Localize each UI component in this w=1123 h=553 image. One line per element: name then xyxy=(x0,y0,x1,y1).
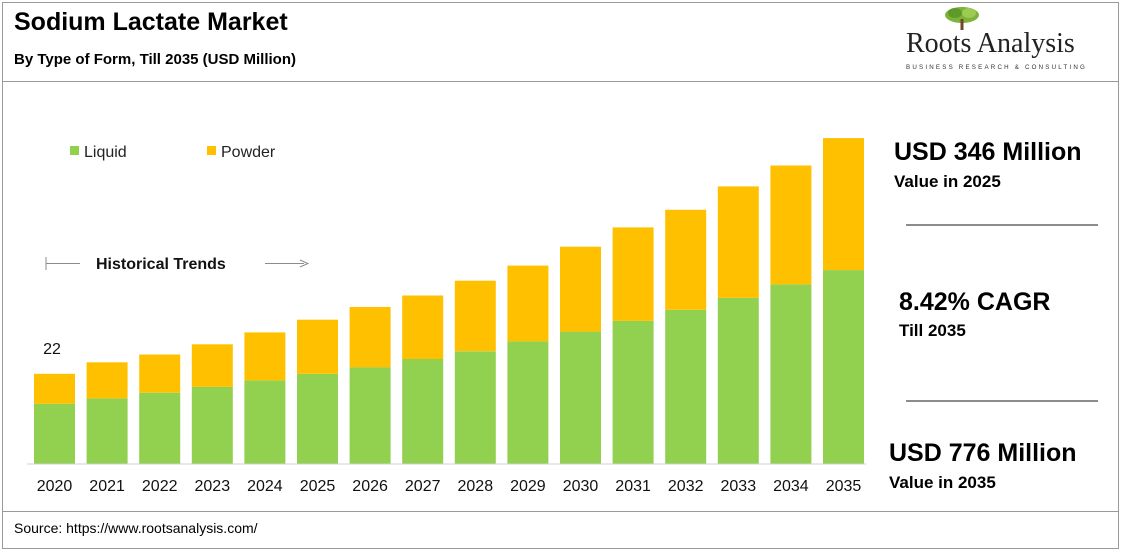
bar-powder-2027 xyxy=(402,295,444,359)
x-tick-2034: 2034 xyxy=(773,478,809,495)
bar-powder-2029 xyxy=(507,265,549,342)
x-tick-2029: 2029 xyxy=(510,478,546,495)
bar-liquid-2026 xyxy=(349,367,391,464)
bar-powder-2023 xyxy=(191,344,233,387)
bar-powder-2034 xyxy=(770,165,812,285)
bar-powder-2032 xyxy=(665,209,707,310)
bar-liquid-2030 xyxy=(560,331,601,464)
bar-liquid-2021 xyxy=(86,398,128,464)
bar-liquid-2032 xyxy=(665,309,707,464)
bar-powder-2021 xyxy=(86,362,128,399)
header-divider xyxy=(2,81,1119,82)
page-title: Sodium Lactate Market xyxy=(14,8,288,36)
legend: Liquid Powder xyxy=(70,144,276,161)
bar-powder-2022 xyxy=(139,354,181,393)
historical-trends-arrowhead xyxy=(299,259,310,268)
historical-trends-label: Historical Trends xyxy=(96,256,226,273)
x-tick-2035: 2035 xyxy=(826,478,862,495)
legend-swatch-liquid xyxy=(70,146,79,155)
bar-powder-2035 xyxy=(823,138,864,271)
bar-powder-2026 xyxy=(349,307,391,368)
bar-liquid-2023 xyxy=(191,386,233,464)
bar-liquid-2035 xyxy=(823,270,864,464)
legend-swatch-powder xyxy=(207,146,216,155)
bar-liquid-2029 xyxy=(507,341,549,464)
stat-divider-2 xyxy=(906,400,1098,402)
logo-name: Roots Analysis xyxy=(906,28,1075,59)
x-tick-2031: 2031 xyxy=(615,478,651,495)
bar-powder-2020 xyxy=(34,373,75,404)
stat-value-2035-label: Value in 2035 xyxy=(889,473,996,492)
stat-cagr-label: Till 2035 xyxy=(899,321,966,340)
bar-liquid-2025 xyxy=(297,373,338,464)
data-label-2020: 22 xyxy=(43,341,61,358)
bar-powder-2025 xyxy=(297,319,338,374)
stat-value-2025: USD 346 Million xyxy=(894,138,1082,166)
bar-liquid-2034 xyxy=(770,284,812,464)
source-note: Source: https://www.rootsanalysis.com/ xyxy=(14,520,258,536)
stat-value-2025-label: Value in 2025 xyxy=(894,172,1001,191)
x-tick-2027: 2027 xyxy=(405,478,441,495)
x-tick-2024: 2024 xyxy=(247,478,283,495)
x-tick-2030: 2030 xyxy=(563,478,599,495)
bar-powder-2030 xyxy=(560,246,601,332)
x-tick-2025: 2025 xyxy=(300,478,336,495)
roots-analysis-logo: Roots Analysis BUSINESS RESEARCH & CONSU… xyxy=(896,6,1110,74)
x-tick-2022: 2022 xyxy=(142,478,178,495)
stat-cagr: 8.42% CAGR xyxy=(899,288,1051,316)
bar-powder-2031 xyxy=(612,227,654,321)
historical-trends-annotation: Historical Trends xyxy=(45,256,310,273)
stat-divider-1 xyxy=(906,224,1098,226)
legend-label-liquid: Liquid xyxy=(84,144,127,161)
bar-liquid-2024 xyxy=(244,380,286,464)
bar-liquid-2027 xyxy=(402,359,444,464)
bar-powder-2033 xyxy=(717,186,759,298)
bar-liquid-2028 xyxy=(454,351,496,464)
bar-liquid-2020 xyxy=(34,403,75,464)
x-tick-2021: 2021 xyxy=(89,478,125,495)
bar-liquid-2031 xyxy=(612,320,654,464)
page-subtitle: By Type of Form, Till 2035 (USD Million) xyxy=(14,51,296,68)
stat-value-2035: USD 776 Million xyxy=(889,439,1077,467)
logo-tagline: BUSINESS RESEARCH & CONSULTING xyxy=(906,64,1088,71)
x-tick-2023: 2023 xyxy=(195,478,231,495)
tree-logo-icon xyxy=(945,7,979,30)
x-tick-2033: 2033 xyxy=(721,478,757,495)
x-tick-2032: 2032 xyxy=(668,478,704,495)
legend-label-powder: Powder xyxy=(221,144,276,161)
x-tick-2028: 2028 xyxy=(458,478,494,495)
bars-group xyxy=(34,138,864,464)
bar-liquid-2033 xyxy=(717,298,759,464)
bar-powder-2028 xyxy=(454,280,496,352)
x-tick-2020: 2020 xyxy=(37,478,73,495)
x-tick-2026: 2026 xyxy=(352,478,388,495)
bar-liquid-2022 xyxy=(139,392,181,464)
x-tick-labels: 2020 2021 2022 2023 2024 2025 2026 2027 2028 2029… xyxy=(37,478,862,495)
footer-divider xyxy=(2,511,1119,512)
bar-powder-2024 xyxy=(244,332,286,381)
